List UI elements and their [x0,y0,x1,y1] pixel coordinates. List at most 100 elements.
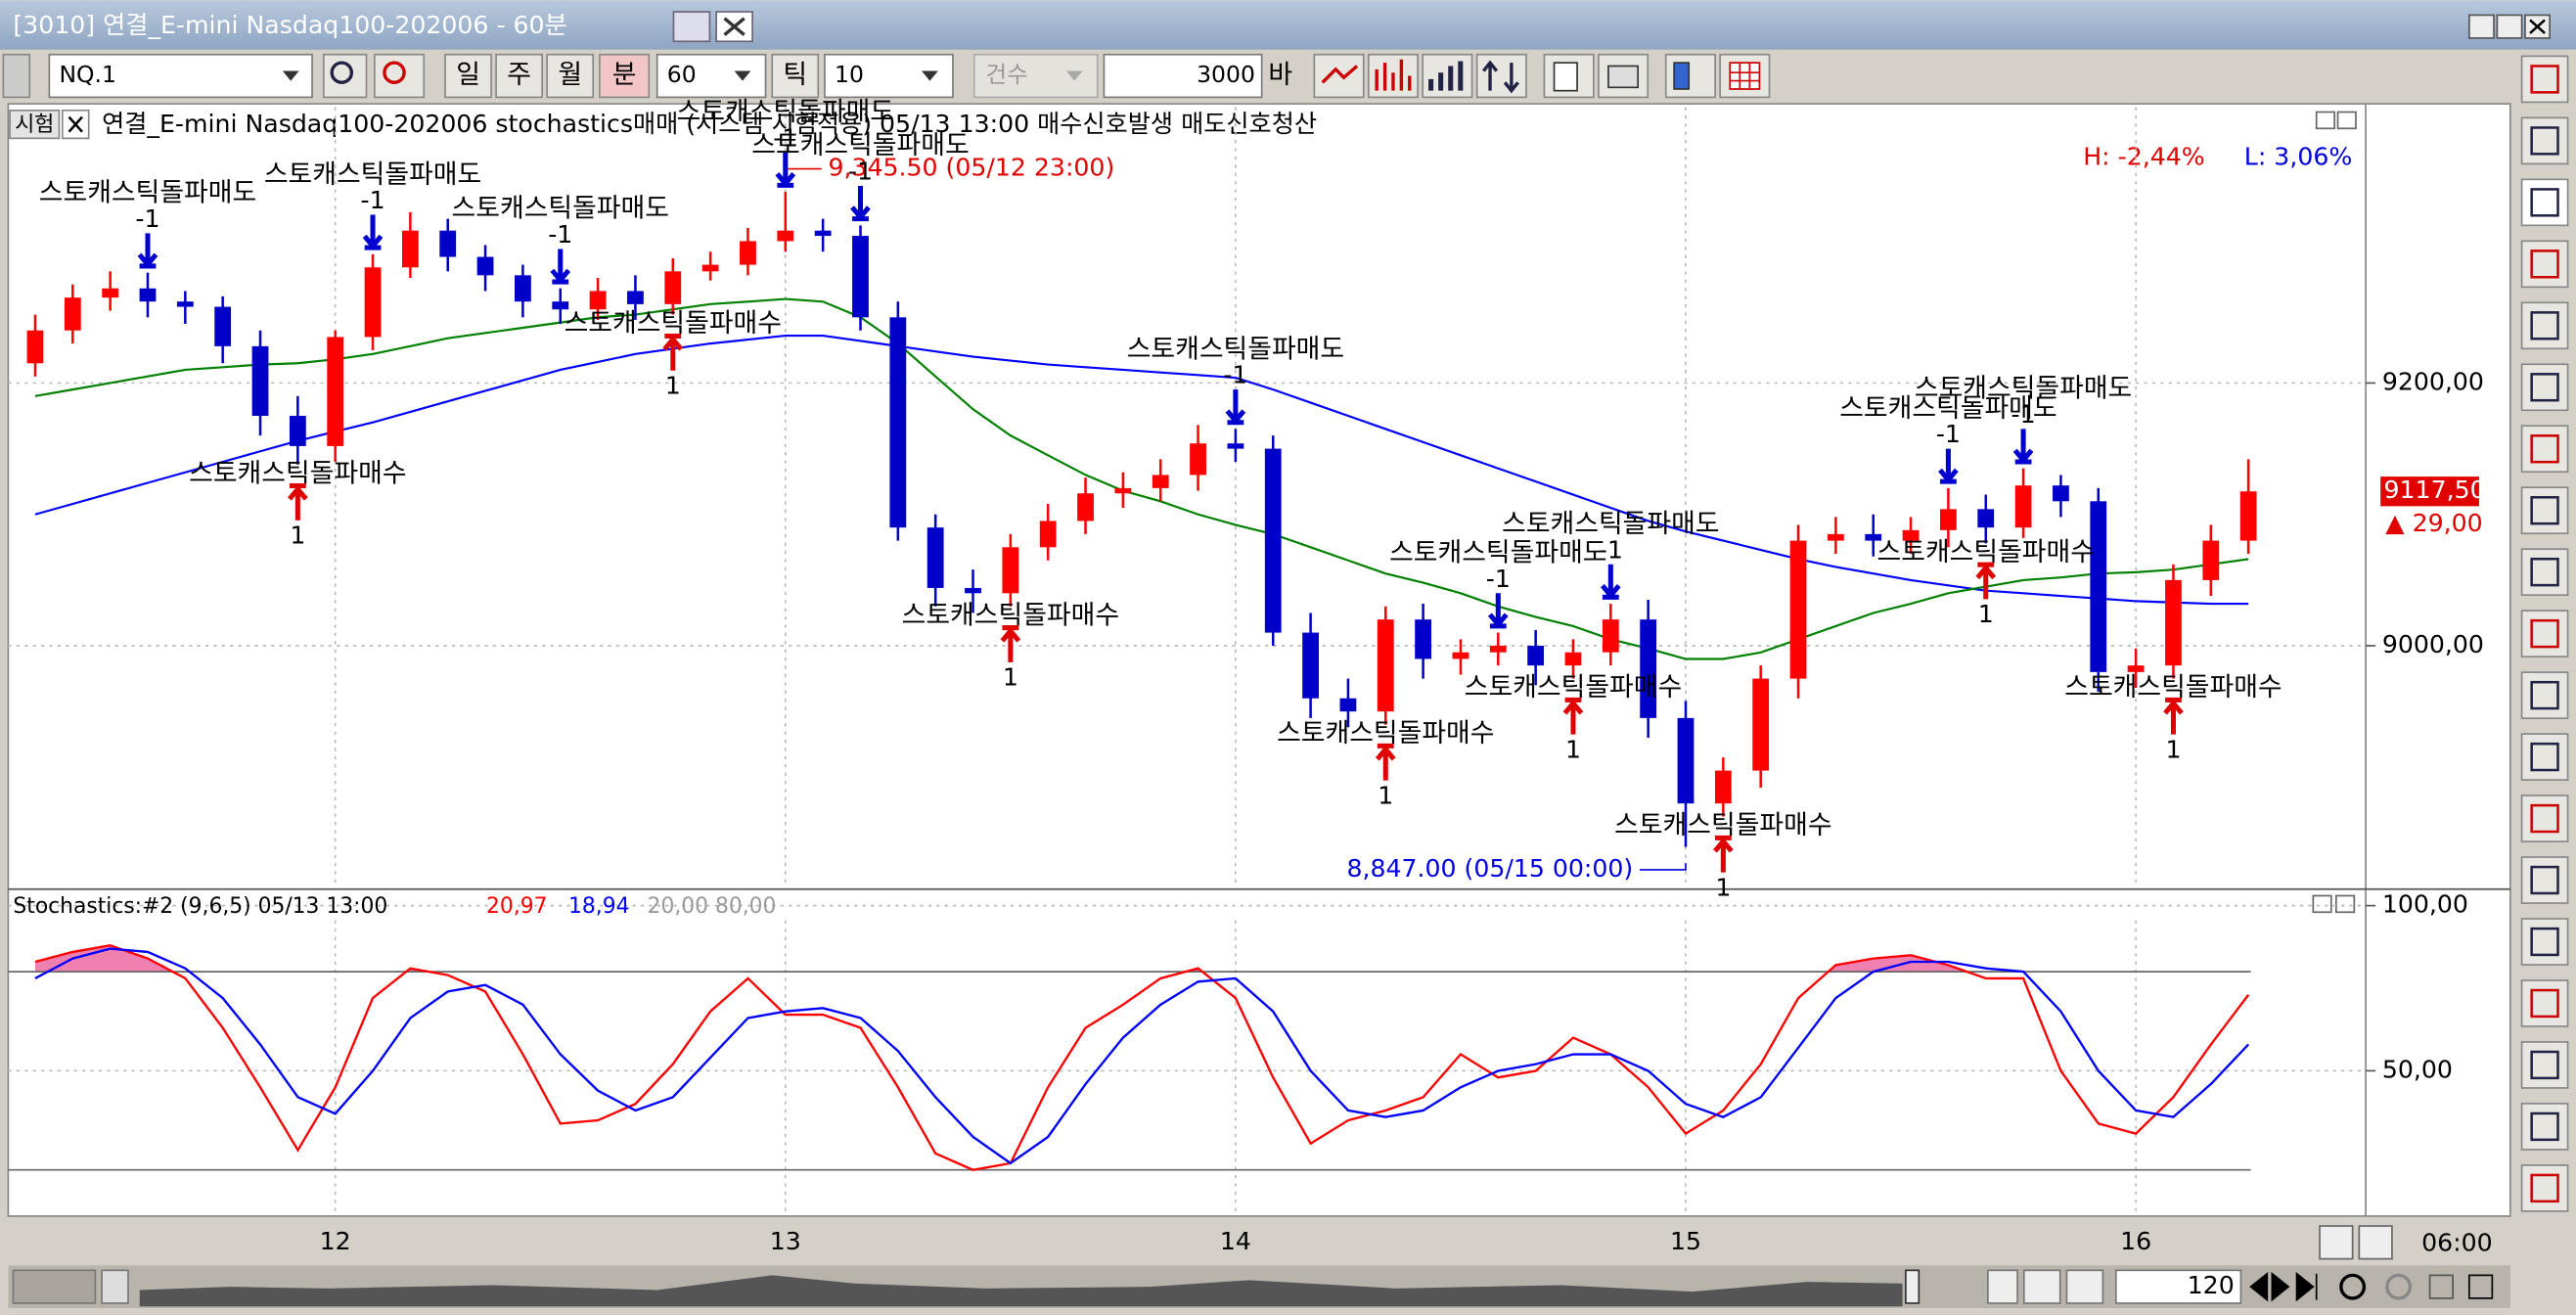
search-button[interactable] [322,53,368,99]
sell-qty: -1 [1936,420,1961,448]
candle-body [2165,579,2182,666]
side-tool-button[interactable] [2520,733,2569,781]
period-week-button[interactable] [495,53,543,99]
side-tool-button[interactable] [2520,1103,2569,1151]
side-tool-button[interactable] [2520,178,2569,227]
grid-toggle[interactable] [2428,1274,2454,1299]
period-month-button[interactable] [546,53,595,99]
moving-average [34,297,2249,660]
candle-body [176,301,194,307]
side-tool-button[interactable] [2520,486,2569,535]
zoom-controls[interactable] [2249,1271,2318,1302]
search-reset-button[interactable] [374,53,426,99]
period-day-button[interactable] [444,53,492,99]
interval-select[interactable] [655,53,767,99]
buy-arrow [1975,562,1997,600]
side-tool-button[interactable] [2520,979,2569,1027]
search-reset-icon [383,61,406,84]
panel-button[interactable] [2334,894,2356,914]
last-price-box [2380,476,2479,507]
scroll-right[interactable] [1987,1269,2018,1304]
y-tick-label: 9000,00 [2382,630,2484,658]
side-tool-button[interactable] [2520,425,2569,474]
link-button[interactable] [672,11,711,43]
close-chart[interactable] [2468,1274,2494,1299]
bars-input[interactable] [1103,53,1263,99]
scroll-grip[interactable] [12,1269,97,1304]
panel-button[interactable] [2312,894,2332,914]
sell-qty: -1 [360,186,384,214]
symbol-select[interactable] [48,53,313,99]
sell-arrow [1225,389,1246,426]
forward-button[interactable] [2065,1269,2104,1304]
period-minute-button[interactable] [599,53,651,99]
edit-button[interactable] [2319,1225,2354,1260]
side-tool-button[interactable] [2520,116,2569,165]
period-high: H: -2,44% [2083,143,2204,171]
side-tool-button[interactable] [2520,1041,2569,1089]
dropdown-arrow [922,70,938,81]
side-tool-button[interactable] [2520,55,2569,104]
side-tool-icon [2530,434,2559,464]
close-tab-button[interactable] [715,11,753,43]
candle-body [251,345,269,417]
window-title: [3010] 연결_E-mini Nasdaq100-202006 - 60분 [13,11,566,39]
side-tool-button[interactable] [2520,671,2569,719]
tool-icon [1321,65,1359,84]
sell-qty: -1 [2011,400,2036,429]
tick-button[interactable] [771,53,820,99]
sell-label: 스토캐스틱돌파매도 [1502,509,1719,539]
zoom-button[interactable] [2358,1225,2393,1260]
zoom-out[interactable] [2385,1273,2413,1300]
candle-body [814,230,832,237]
candle-body [1564,652,1582,666]
zoom-input[interactable] [2114,1269,2242,1304]
tool-button[interactable] [1664,53,1716,99]
candle-body [1714,770,1732,804]
side-tool-button[interactable] [2520,1164,2569,1212]
candle-body [777,230,794,242]
candle-body [2090,501,2107,672]
sell-qty: -1 [1599,535,1623,564]
candle-body [627,291,644,304]
tool-icon [1673,62,1691,90]
side-tool-button[interactable] [2520,794,2569,842]
tool-button[interactable] [1313,53,1365,99]
scroll-left[interactable] [101,1269,129,1304]
plot: 12 13 14 15 16 9000,00 9200,00 50,00 100,00 9,345… [8,97,2486,1255]
side-tool-button[interactable] [2520,610,2569,658]
panel-button[interactable] [2315,111,2335,130]
side-tool-button[interactable] [2520,301,2569,350]
tool-button[interactable] [1422,53,1473,99]
rewind-button[interactable] [2022,1269,2061,1304]
candle-body [701,264,719,272]
candle-body [889,317,907,528]
status-tag: 시험 [15,113,54,137]
title-bar [0,0,2576,50]
side-tool-button[interactable] [2520,918,2569,966]
sell-arrow [362,214,384,250]
side-tool-icon [2530,1050,2559,1080]
maximize-button[interactable] [2496,14,2523,39]
candle-body [364,267,382,338]
side-tool-button[interactable] [2520,856,2569,904]
toolbar-icons [1313,53,1771,99]
minimize-button[interactable] [2468,14,2495,39]
side-tool-button[interactable] [2520,240,2569,289]
side-tool-button[interactable] [2520,548,2569,597]
tool-icon [1375,59,1412,91]
side-tool-button[interactable] [2520,363,2569,412]
close-x [2529,19,2546,34]
status-tag-box [9,109,61,140]
scroll-thumb[interactable] [1905,1269,1921,1304]
period-low: L: 3,06% [2244,143,2352,171]
side-tool-icon [2530,988,2559,1019]
sell-label: 스토캐스틱돌파매도 [1389,537,1606,567]
close-x [68,115,83,133]
buy-qty: 1 [1003,663,1018,692]
buy-arrow [662,333,684,371]
zoom-in[interactable] [2339,1273,2367,1300]
panel-button[interactable] [2336,111,2357,130]
scroll-left-button[interactable] [2,53,31,99]
tool-button[interactable] [1475,53,1527,99]
